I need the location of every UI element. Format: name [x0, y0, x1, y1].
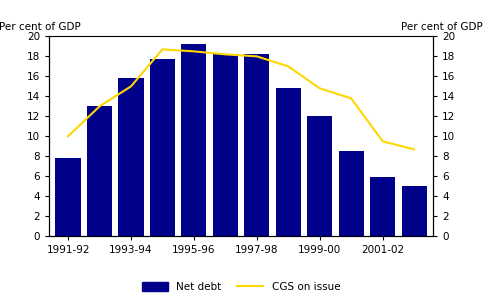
Text: Per cent of GDP: Per cent of GDP: [401, 22, 483, 32]
Bar: [213, 54, 238, 236]
Bar: [56, 158, 81, 236]
Bar: [338, 151, 364, 236]
Bar: [401, 186, 427, 236]
Bar: [307, 116, 332, 236]
Text: Per cent of GDP: Per cent of GDP: [0, 22, 81, 32]
Bar: [150, 59, 175, 236]
Bar: [276, 88, 301, 236]
Bar: [370, 177, 395, 236]
Bar: [119, 78, 144, 236]
Bar: [182, 44, 207, 236]
Bar: [244, 54, 270, 236]
Bar: [87, 106, 112, 236]
Legend: Net debt, CGS on issue: Net debt, CGS on issue: [138, 278, 344, 296]
